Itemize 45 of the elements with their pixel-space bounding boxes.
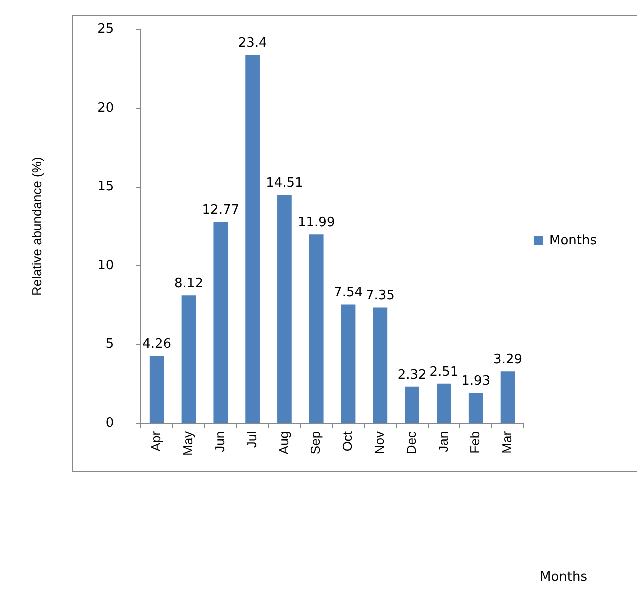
- y-axis-title: Relative abundance (%): [29, 157, 44, 296]
- x-tick-label: Jul: [244, 431, 260, 448]
- x-tick-label: May: [180, 430, 196, 456]
- data-label: 4.26: [142, 337, 172, 352]
- y-tick-label: 25: [98, 22, 114, 38]
- data-label: 2.32: [398, 368, 427, 383]
- y-tick-label: 15: [98, 180, 114, 195]
- bar: [182, 296, 196, 423]
- x-tick-label: Apr: [148, 430, 164, 452]
- x-tick-label: Dec: [404, 430, 419, 455]
- x-tick-label: Oct: [340, 431, 356, 452]
- x-tick-label: Mar: [500, 430, 515, 454]
- bar: [278, 194, 292, 423]
- data-label: 2.51: [430, 364, 459, 380]
- bar: [150, 356, 164, 423]
- data-label: 14.51: [266, 176, 304, 191]
- bar: [309, 234, 324, 423]
- data-label: 23.4: [238, 36, 268, 51]
- bar: [468, 393, 484, 423]
- x-tick-label: Sep: [308, 431, 324, 455]
- bar: [437, 384, 452, 423]
- y-tick-label: 20: [98, 100, 114, 116]
- bar: [214, 222, 228, 423]
- x-tick-label: Feb: [468, 431, 483, 454]
- x-tick-label: Nov: [372, 430, 387, 455]
- data-label: 11.99: [298, 216, 336, 231]
- y-tick-label: 5: [106, 337, 114, 352]
- data-label: 7.54: [334, 286, 363, 301]
- text: Months: [540, 570, 588, 585]
- data-label: 1.93: [462, 374, 491, 389]
- y-tick-label: 0: [106, 416, 114, 431]
- data-label: 12.77: [202, 203, 240, 218]
- data-label: 3.29: [494, 352, 523, 368]
- x-tick-label: Aug: [276, 431, 292, 455]
- data-label: 7.35: [366, 288, 395, 304]
- y-tick-label: 10: [98, 258, 114, 274]
- legend-label: Months: [549, 233, 598, 248]
- bar: [246, 54, 260, 423]
- data-label: 8.12: [174, 276, 204, 292]
- bar: [405, 386, 420, 423]
- x-tick-label: Jun: [212, 431, 228, 452]
- bar: [500, 372, 516, 423]
- bar: [373, 308, 388, 423]
- x-tick-label: Jan: [436, 431, 451, 452]
- bar: [341, 304, 356, 423]
